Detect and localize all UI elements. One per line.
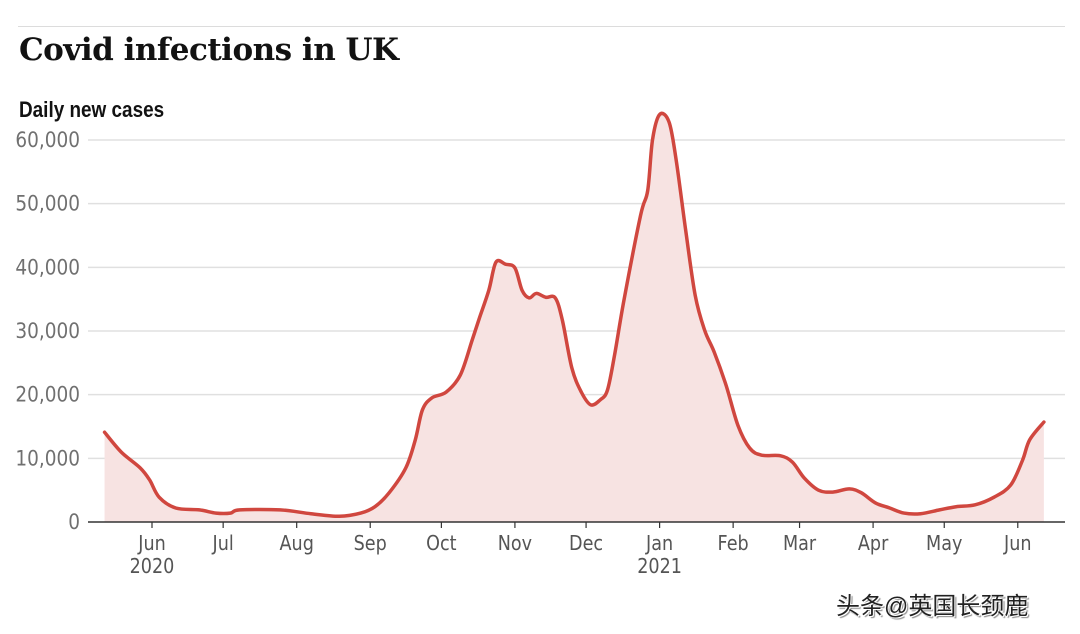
y-tick-label: 50,000: [15, 192, 80, 216]
x-year-label: 2021: [637, 556, 682, 578]
x-tick-label: Oct: [426, 533, 456, 555]
x-tick-label: Jul: [212, 533, 234, 555]
y-tick-label: 0: [68, 510, 80, 534]
x-tick-label: Apr: [858, 533, 889, 555]
y-tick-label: 40,000: [15, 255, 80, 279]
y-tick-label: 20,000: [15, 383, 80, 407]
x-tick-label: Aug: [280, 533, 314, 555]
x-tick-label: Mar: [783, 533, 816, 555]
y-tick-label: 30,000: [15, 319, 80, 343]
area-fill: [104, 113, 1044, 522]
x-tick-label: Jun: [137, 533, 165, 555]
y-tick-label: 60,000: [15, 128, 80, 152]
y-tick-label: 10,000: [15, 446, 80, 470]
chart-title: Covid infections in UK: [19, 32, 399, 68]
x-tick-label: Dec: [569, 533, 603, 555]
x-tick-label: Feb: [718, 533, 749, 555]
x-tick-label: Sep: [354, 533, 387, 555]
x-tick-label: Nov: [498, 533, 532, 555]
x-tick-label: May: [926, 533, 962, 555]
top-rule: [18, 26, 1065, 27]
x-tick-label: Jun: [1003, 533, 1031, 555]
x-tick-label: Jan: [645, 533, 673, 555]
chart-subtitle: Daily new cases: [19, 97, 165, 122]
watermark: 头条@英国长颈鹿: [836, 593, 1029, 620]
x-year-label: 2020: [130, 556, 175, 578]
cases-line: [102, 111, 1046, 519]
